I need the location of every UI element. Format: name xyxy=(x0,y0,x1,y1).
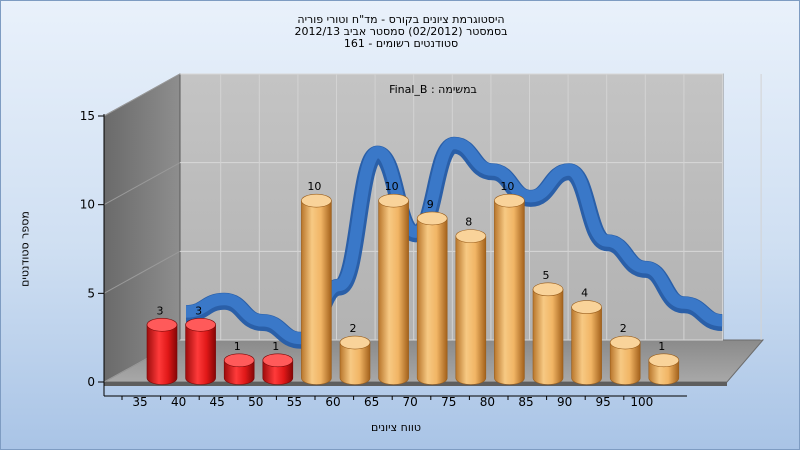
bar: 2 xyxy=(339,322,371,385)
bar-value-label: 1 xyxy=(234,340,241,353)
bar-body xyxy=(494,200,525,385)
bar-value-label: 3 xyxy=(195,304,202,317)
x-tick-label: 55 xyxy=(287,395,302,409)
bar-value-label: 1 xyxy=(658,340,665,353)
x-tick-label: 95 xyxy=(596,395,611,409)
bar-body xyxy=(455,235,487,385)
bar-value-label: 10 xyxy=(385,180,399,193)
bar: 8 xyxy=(455,216,487,385)
bar-top xyxy=(262,353,294,368)
x-tick-label: 45 xyxy=(210,395,225,409)
bar: 10 xyxy=(378,180,409,385)
x-tick-label: 85 xyxy=(518,395,533,409)
bar-body xyxy=(416,218,448,385)
floor-edge xyxy=(104,382,727,386)
bar-body xyxy=(146,324,178,385)
bar-top xyxy=(416,211,448,226)
x-tick-label: 35 xyxy=(132,395,147,409)
bar-top xyxy=(494,193,525,208)
y-tick-label: 10 xyxy=(80,198,95,212)
assignment-label: במשימה : Final_B xyxy=(389,83,477,96)
bar: 2 xyxy=(609,322,641,385)
y-axis-label: מספר סטודנטים xyxy=(18,211,32,287)
bar-top xyxy=(146,317,178,332)
bar-value-label: 2 xyxy=(620,322,627,335)
bar: 1 xyxy=(262,340,294,385)
bar-value-label: 4 xyxy=(581,287,588,300)
bar-top xyxy=(185,317,216,332)
bar-value-label: 10 xyxy=(500,180,514,193)
x-tick-label: 70 xyxy=(403,395,418,409)
x-tick-label: 90 xyxy=(557,395,572,409)
bar-body xyxy=(378,200,409,385)
bar-top xyxy=(339,335,371,350)
chart-subtitle-students: סטודנטים רשומים - 161 xyxy=(343,37,459,50)
bar-top xyxy=(301,193,332,208)
bar-top xyxy=(648,353,680,368)
bar: 4 xyxy=(571,287,602,385)
y-tick-label: 15 xyxy=(80,109,95,123)
back-wall xyxy=(179,73,724,341)
bar-body xyxy=(609,342,641,385)
bar: 5 xyxy=(532,269,564,385)
x-tick-label: 50 xyxy=(248,395,263,409)
y-tick-label: 5 xyxy=(87,286,95,300)
y-tick-label: 0 xyxy=(87,375,95,389)
bar: 3 xyxy=(146,304,178,385)
bar-body xyxy=(571,306,602,385)
x-tick-label: 75 xyxy=(441,395,456,409)
bar-top xyxy=(532,282,564,297)
bar-value-label: 9 xyxy=(427,198,434,211)
bar-value-label: 2 xyxy=(350,322,357,335)
bar: 9 xyxy=(416,198,448,385)
bar: 3 xyxy=(185,304,216,385)
bar-body xyxy=(648,359,680,385)
chart-subtitle-semester: בסמסטר (02/2012) סמסטר אביב 2012/13 xyxy=(294,25,508,38)
grid-line-side xyxy=(103,162,181,206)
bar-top xyxy=(571,300,602,314)
bar-body xyxy=(339,342,371,385)
bar: 10 xyxy=(494,180,525,385)
grid-line-side xyxy=(103,73,181,117)
bar: 10 xyxy=(301,180,332,385)
bar: 1 xyxy=(223,340,255,385)
bar-value-label: 10 xyxy=(307,180,321,193)
x-tick-label: 40 xyxy=(171,395,186,409)
bar-body xyxy=(262,359,294,385)
bar-value-label: 8 xyxy=(465,216,472,229)
bar-body xyxy=(532,289,564,385)
trend-ribbon xyxy=(185,137,723,345)
bar-body xyxy=(301,200,332,385)
bar-top xyxy=(378,193,409,208)
x-tick-label: 100 xyxy=(630,395,653,409)
chart-title: היסטוגרמת ציונים בקורס - מד"ח וטורי פורי… xyxy=(297,13,505,26)
bar-body xyxy=(185,324,216,385)
x-tick-label: 60 xyxy=(325,395,340,409)
bar-value-label: 3 xyxy=(157,304,164,317)
x-tick-label: 65 xyxy=(364,395,379,409)
bar-top xyxy=(609,335,641,350)
x-axis-label: טווח ציונים xyxy=(371,421,421,434)
bar-top xyxy=(223,353,255,368)
bar-value-label: 5 xyxy=(543,269,550,282)
bar-body xyxy=(223,359,255,385)
bar-top xyxy=(455,229,487,243)
x-tick-label: 80 xyxy=(480,395,495,409)
grid-line-side xyxy=(103,250,181,294)
bar-value-label: 1 xyxy=(272,340,279,353)
bar: 1 xyxy=(648,340,680,385)
